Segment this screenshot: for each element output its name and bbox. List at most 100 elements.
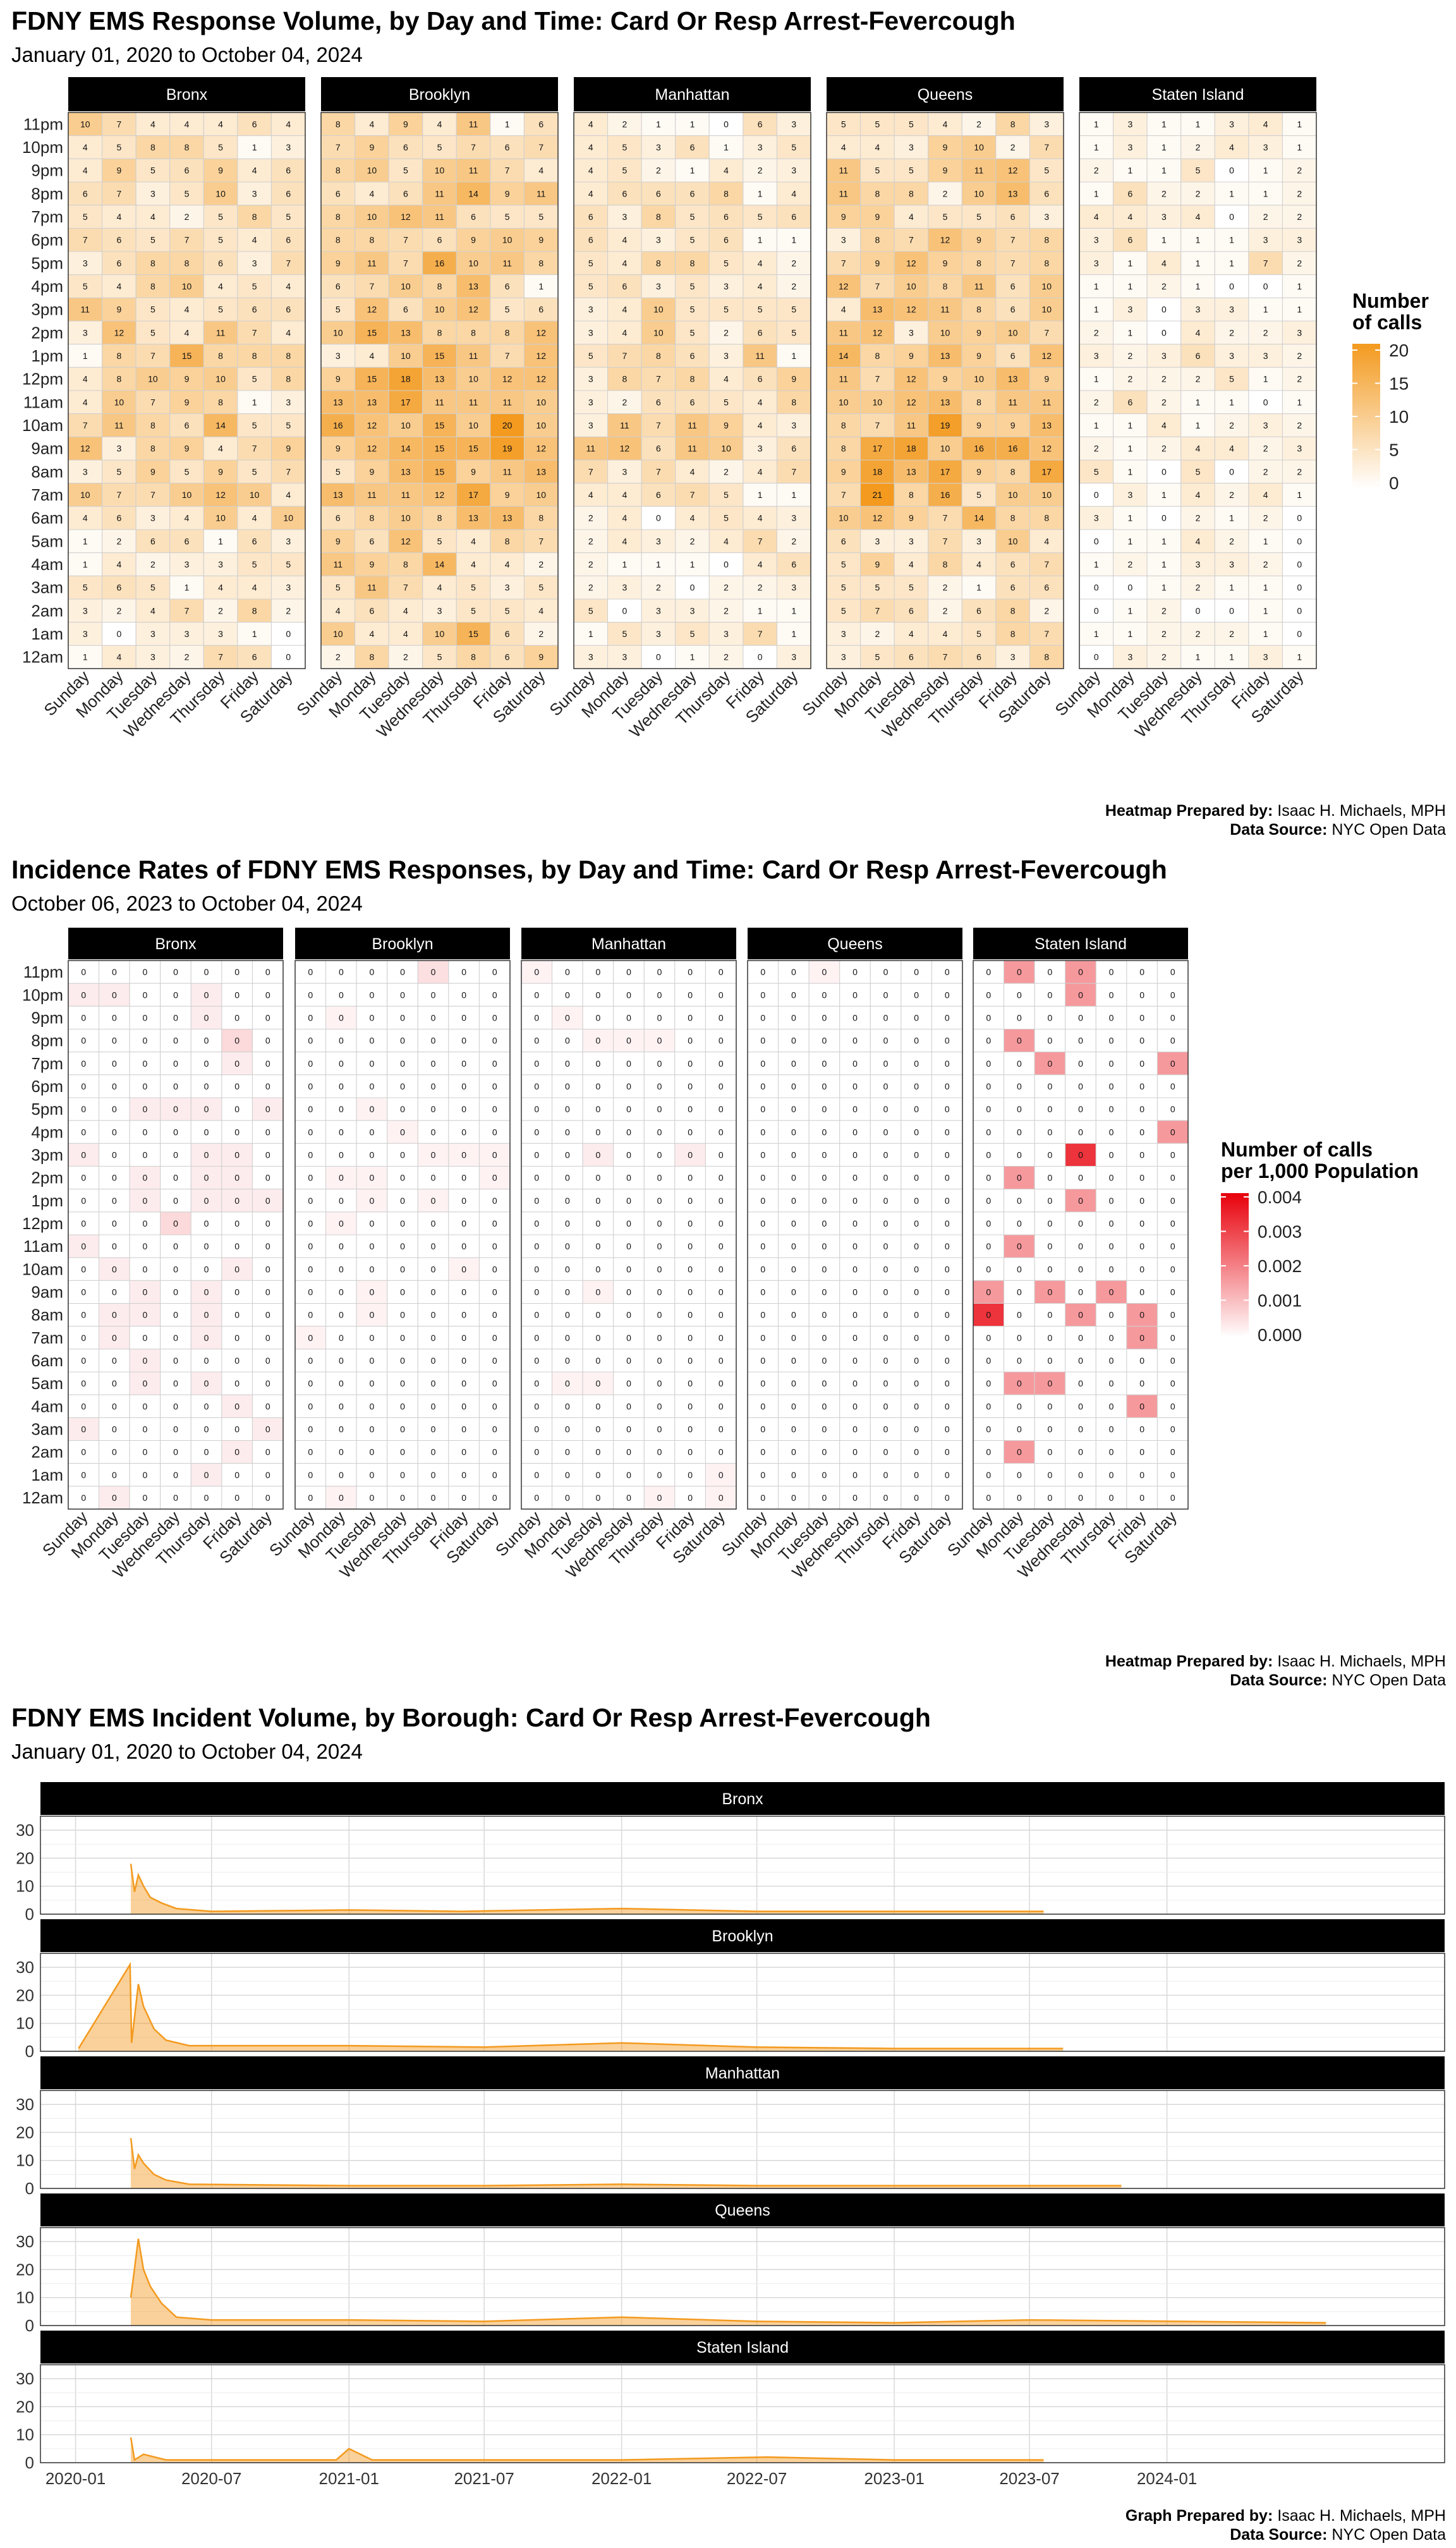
cell-value: 0 [234, 1447, 240, 1457]
heatmap-cell [325, 1074, 357, 1098]
heatmap-cell [743, 135, 777, 159]
cell-value: 0 [81, 1287, 86, 1297]
cell-value: 0 [791, 1104, 796, 1114]
heatmap-cell [221, 1486, 253, 1510]
cell-value: 0 [914, 1401, 919, 1411]
heatmap-cell [552, 1280, 583, 1304]
cell-value: 0 [986, 1401, 991, 1411]
cell-value: 0 [204, 1036, 209, 1046]
heatmap-rates-title: Incidence Rates of FDNY EMS Responses, b… [11, 855, 1167, 884]
heatmap-cell [190, 1211, 222, 1235]
cell-value: 0 [308, 1356, 313, 1366]
heatmap-cell [860, 205, 895, 229]
cell-value: 6 [622, 281, 627, 291]
cell-value: 0 [626, 1150, 631, 1160]
heatmap-cell [607, 459, 642, 484]
heatmap-cell [169, 645, 204, 669]
cell-value: 1 [1094, 188, 1099, 198]
cell-value: 0 [400, 967, 405, 977]
cell-value: 0 [400, 1241, 405, 1251]
cell-value: 0 [112, 1104, 117, 1114]
cell-value: 0 [822, 1447, 827, 1457]
cell-value: 9 [724, 420, 729, 430]
cell-value: 0 [1170, 967, 1175, 977]
cell-value: 5 [252, 281, 257, 291]
cell-value: 0 [596, 1012, 601, 1022]
heatmap-cell [928, 297, 962, 322]
cell-value: 0 [1139, 1310, 1144, 1320]
cell-value: 0 [308, 967, 313, 977]
heatmap-cell [961, 483, 997, 507]
cell-value: 0 [1078, 1059, 1083, 1069]
cell-value: 0 [883, 1378, 889, 1388]
cell-value: 0 [308, 1310, 313, 1320]
cell-value: 0 [657, 1127, 662, 1137]
cell-value: 0 [431, 1218, 436, 1228]
heatmap-cell [674, 1029, 706, 1053]
cell-value: 13 [873, 305, 883, 315]
heatmap-cell [388, 297, 423, 322]
cell-value: 0 [596, 967, 601, 977]
heatmap-cell [169, 413, 204, 437]
cell-value: 0 [1017, 1470, 1022, 1480]
heatmap-cell [523, 390, 559, 415]
cell-value: 0 [308, 1470, 313, 1480]
cell-value: 0 [370, 1264, 375, 1274]
cell-value: 8 [150, 420, 155, 430]
cell-value: 0 [852, 1264, 858, 1274]
legend-tick-label: 0.002 [1258, 1256, 1302, 1276]
cell-value: 0 [265, 1196, 270, 1206]
heatmap-cell [607, 483, 642, 507]
heatmap-cell [1180, 575, 1215, 600]
heatmap-volume-title: FDNY EMS Response Volume, by Day and Tim… [11, 6, 1016, 35]
heatmap-cell [582, 1417, 614, 1441]
cell-value: 10 [940, 327, 950, 337]
cell-value: 3 [1229, 305, 1234, 315]
cell-value: 11 [755, 351, 765, 361]
cell-value: 7 [943, 513, 948, 523]
heatmap-cell [705, 1440, 737, 1464]
heatmap-cell [860, 320, 895, 345]
cell-value: 0 [431, 1173, 436, 1183]
heatmap-cell [826, 367, 861, 391]
heatmap-cell [221, 1440, 253, 1464]
cell-value: 9 [976, 351, 981, 361]
heatmap-cell [456, 413, 491, 437]
heatmap-cell [99, 1463, 130, 1487]
cell-value: 0 [945, 967, 950, 977]
cell-value: 0 [1078, 1218, 1083, 1228]
heatmap-cell [190, 1463, 222, 1487]
heatmap-cell [674, 1005, 706, 1029]
cell-value: 0 [719, 1012, 724, 1022]
cell-value: 4 [369, 351, 374, 361]
cell-value: 0 [914, 1081, 919, 1091]
cell-value: 2 [150, 559, 155, 569]
cell-value: 9 [909, 513, 914, 523]
cell-value: 12 [1041, 444, 1052, 454]
heatmap-cell [169, 529, 204, 554]
heatmap-cell [237, 274, 272, 298]
cell-value: 2 [185, 652, 190, 662]
cell-value: 8 [437, 327, 442, 337]
heatmap-cell [237, 320, 272, 345]
heatmap-cell [325, 1303, 357, 1327]
cell-value: 10 [367, 166, 377, 176]
cell-value: 2 [1297, 258, 1302, 268]
cell-value: 0 [760, 1264, 765, 1274]
cell-value: 4 [909, 559, 914, 569]
cell-value: 0 [265, 1333, 270, 1343]
cell-value: 6 [286, 305, 291, 315]
cell-value: 0 [173, 1081, 178, 1091]
cell-value: 0 [596, 1196, 601, 1206]
cell-value: 0 [760, 1036, 765, 1046]
credit-source-label: Data Source: [1230, 2526, 1328, 2544]
cell-value: 0 [308, 1012, 313, 1022]
heatmap-cell [776, 390, 811, 415]
cell-value: 0 [492, 1378, 497, 1388]
cell-value: 21 [873, 490, 883, 500]
heatmap-cell [135, 390, 171, 415]
heatmap-cell [387, 983, 418, 1007]
heatmap-cell [356, 1211, 388, 1235]
heatmap-cell [1248, 506, 1283, 530]
cell-value: 1 [1229, 235, 1234, 245]
